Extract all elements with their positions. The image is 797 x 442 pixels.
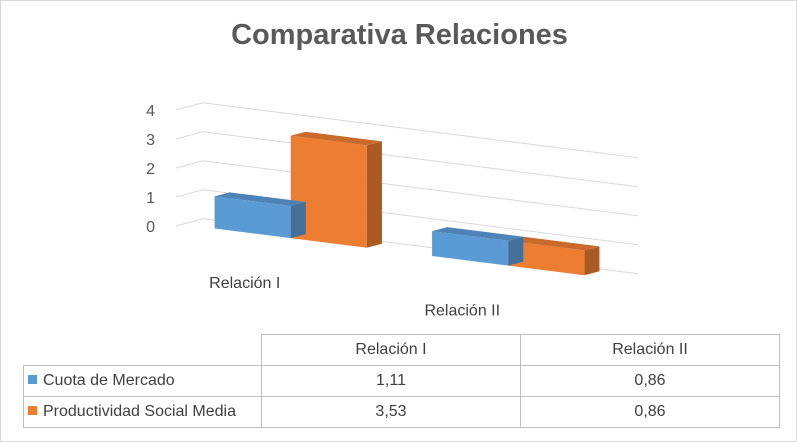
bar-side-face <box>584 246 600 276</box>
x-axis-categories: Relación I Relación II <box>209 275 500 320</box>
table-cell: 0,86 <box>520 365 780 397</box>
bar-side-face <box>508 236 524 266</box>
gridline <box>175 131 639 188</box>
bar-front-face <box>432 231 509 266</box>
legend-entry-productividad: Productividad Social Media <box>23 396 262 428</box>
table-cell: 3,53 <box>261 396 521 428</box>
chart-title: Comparativa Relaciones <box>231 19 568 51</box>
series-name: Productividad Social Media <box>43 403 236 420</box>
table-cell: 1,11 <box>261 365 521 397</box>
bar-side-face <box>366 141 382 248</box>
bar-front-face <box>290 135 367 248</box>
legend-swatch-orange <box>28 406 37 415</box>
legend-entry-cuota: Cuota de Mercado <box>23 365 262 397</box>
x-category-label: Relación II <box>424 302 500 319</box>
bar-side-face <box>290 201 306 239</box>
bar-productividad-1 <box>290 131 382 248</box>
bar-front-face <box>508 240 585 276</box>
y-tick-label: 2 <box>146 161 155 178</box>
bar-top-face <box>290 131 382 146</box>
bar-top-face <box>432 227 524 241</box>
bar-front-face <box>214 196 291 239</box>
y-tick-label: 3 <box>146 132 155 149</box>
bar-cuota-2 <box>432 227 524 266</box>
gridline <box>175 160 639 217</box>
gridline <box>175 189 639 246</box>
y-tick-label: 4 <box>146 103 155 120</box>
table-header-relacion-i: Relación I <box>261 334 521 366</box>
table-row: Productividad Social Media 3,53 0,86 <box>23 396 780 428</box>
bar-top-face <box>214 192 306 206</box>
legend-swatch-blue <box>28 375 37 384</box>
bar-cuota-1 <box>214 192 306 239</box>
data-table: Relación I Relación II Cuota de Mercado … <box>23 334 780 428</box>
table-row: Cuota de Mercado 1,11 0,86 <box>23 365 780 397</box>
y-axis-ticks: 0 1 2 3 4 <box>146 103 155 236</box>
bar-chart-3d: 0 1 2 3 4 Relación I Relación II <box>146 102 639 320</box>
bar-productividad-2 <box>508 236 600 276</box>
bars <box>214 131 600 276</box>
y-tick-label: 0 <box>146 219 155 236</box>
bar-top-face <box>508 236 600 251</box>
gridline <box>175 102 639 159</box>
y-tick-label: 1 <box>146 190 155 207</box>
series-name: Cuota de Mercado <box>43 372 175 389</box>
table-cell: 0,86 <box>520 396 780 428</box>
x-category-label: Relación I <box>209 275 280 292</box>
table-header-relacion-ii: Relación II <box>520 334 780 366</box>
